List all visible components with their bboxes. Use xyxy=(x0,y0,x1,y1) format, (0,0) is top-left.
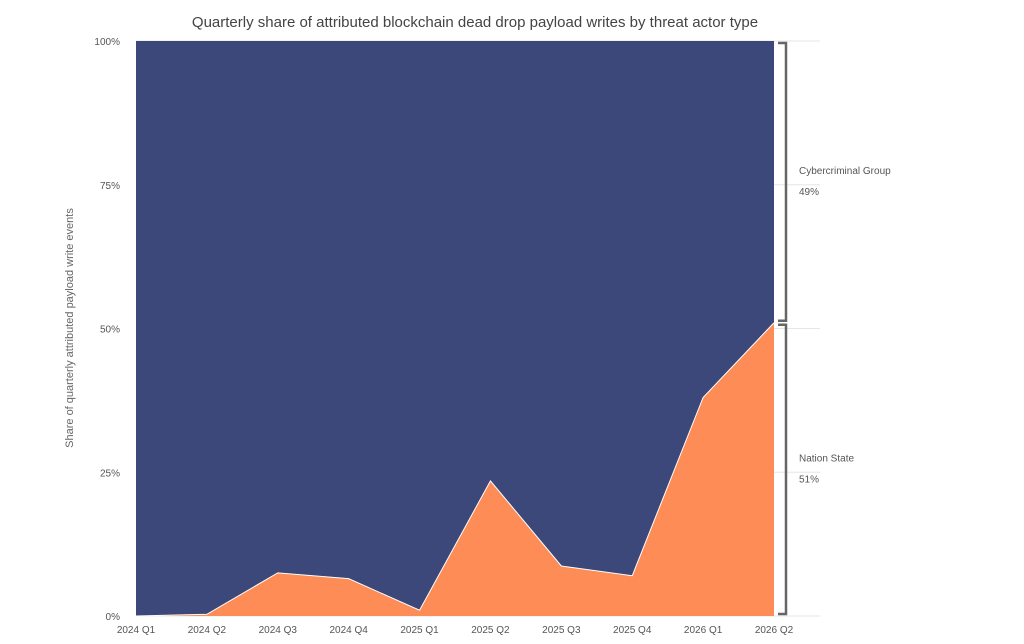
x-tick-label: 2025 Q2 xyxy=(471,625,510,636)
legend-bracket xyxy=(778,41,788,322)
legend-series-name: Nation State xyxy=(799,453,854,464)
area-nation-state xyxy=(136,322,774,616)
x-tick-label: 2026 Q2 xyxy=(755,625,794,636)
y-axis-ticks: 0% 25% 50% 75% 100% xyxy=(94,37,120,623)
x-axis-ticks: 2024 Q1 2024 Q2 2024 Q3 2024 Q4 2025 Q1 2025 … xyxy=(117,625,794,636)
series-boundary-line xyxy=(135,322,775,617)
x-tick-label: 2025 Q4 xyxy=(613,625,652,636)
area-cybercriminal-group xyxy=(136,41,774,616)
y-tick-label: 25% xyxy=(100,468,120,479)
area-series-group xyxy=(135,41,775,617)
legend-series-name: Cybercriminal Group xyxy=(799,166,891,177)
x-tick-label: 2024 Q1 xyxy=(117,625,156,636)
y-axis-title: Share of quarterly attributed payload wr… xyxy=(64,208,76,448)
y-tick-label: 0% xyxy=(106,612,121,623)
y-tick-label: 50% xyxy=(100,325,120,336)
x-tick-label: 2026 Q1 xyxy=(684,625,723,636)
x-tick-label: 2025 Q1 xyxy=(400,625,439,636)
x-tick-label: 2025 Q3 xyxy=(542,625,581,636)
y-tick-label: 75% xyxy=(100,181,120,192)
bracket-legend: Nation State 51% Cybercriminal Group 49% xyxy=(778,41,891,616)
y-tick-label: 100% xyxy=(94,37,120,48)
x-tick-label: 2024 Q3 xyxy=(259,625,298,636)
legend-series-share: 51% xyxy=(799,474,819,485)
chart-title: Quarterly share of attributed blockchain… xyxy=(192,14,758,31)
legend-series-share: 49% xyxy=(799,187,819,198)
x-tick-label: 2024 Q4 xyxy=(329,625,368,636)
x-tick-label: 2024 Q2 xyxy=(188,625,227,636)
legend-bracket xyxy=(778,323,788,616)
